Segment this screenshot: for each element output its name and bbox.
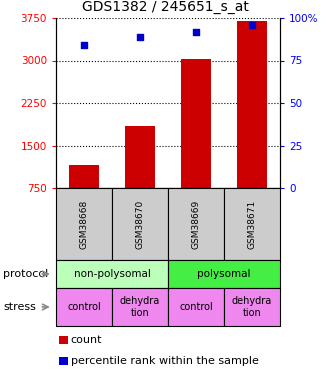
Text: polysomal: polysomal <box>197 269 251 279</box>
Bar <box>168 188 224 260</box>
Point <box>137 34 143 40</box>
Text: GSM38668: GSM38668 <box>80 200 88 249</box>
Point <box>249 22 255 28</box>
Text: dehydra
tion: dehydra tion <box>120 296 160 318</box>
Text: percentile rank within the sample: percentile rank within the sample <box>71 356 259 366</box>
Bar <box>125 126 155 188</box>
Bar <box>168 288 224 326</box>
Text: dehydra
tion: dehydra tion <box>232 296 272 318</box>
Bar <box>112 188 168 260</box>
Bar <box>56 188 112 260</box>
Bar <box>69 165 99 188</box>
Text: control: control <box>179 302 213 312</box>
Bar <box>59 357 68 365</box>
Point <box>193 28 199 34</box>
Text: stress: stress <box>3 302 36 312</box>
Bar <box>181 59 212 188</box>
Text: GDS1382 / 245651_s_at: GDS1382 / 245651_s_at <box>82 0 248 14</box>
Text: GSM38670: GSM38670 <box>136 200 145 249</box>
Text: GSM38671: GSM38671 <box>248 200 256 249</box>
Point <box>82 42 87 48</box>
Bar <box>224 188 280 260</box>
Text: protocol: protocol <box>3 269 49 279</box>
Bar <box>224 288 280 326</box>
Bar <box>168 260 280 288</box>
Text: GSM38669: GSM38669 <box>191 200 201 249</box>
Text: non-polysomal: non-polysomal <box>74 269 150 279</box>
Bar <box>56 260 168 288</box>
Bar <box>112 288 168 326</box>
Text: count: count <box>71 335 102 345</box>
Bar <box>59 336 68 344</box>
Bar <box>237 21 267 188</box>
Bar <box>56 288 112 326</box>
Text: control: control <box>67 302 101 312</box>
